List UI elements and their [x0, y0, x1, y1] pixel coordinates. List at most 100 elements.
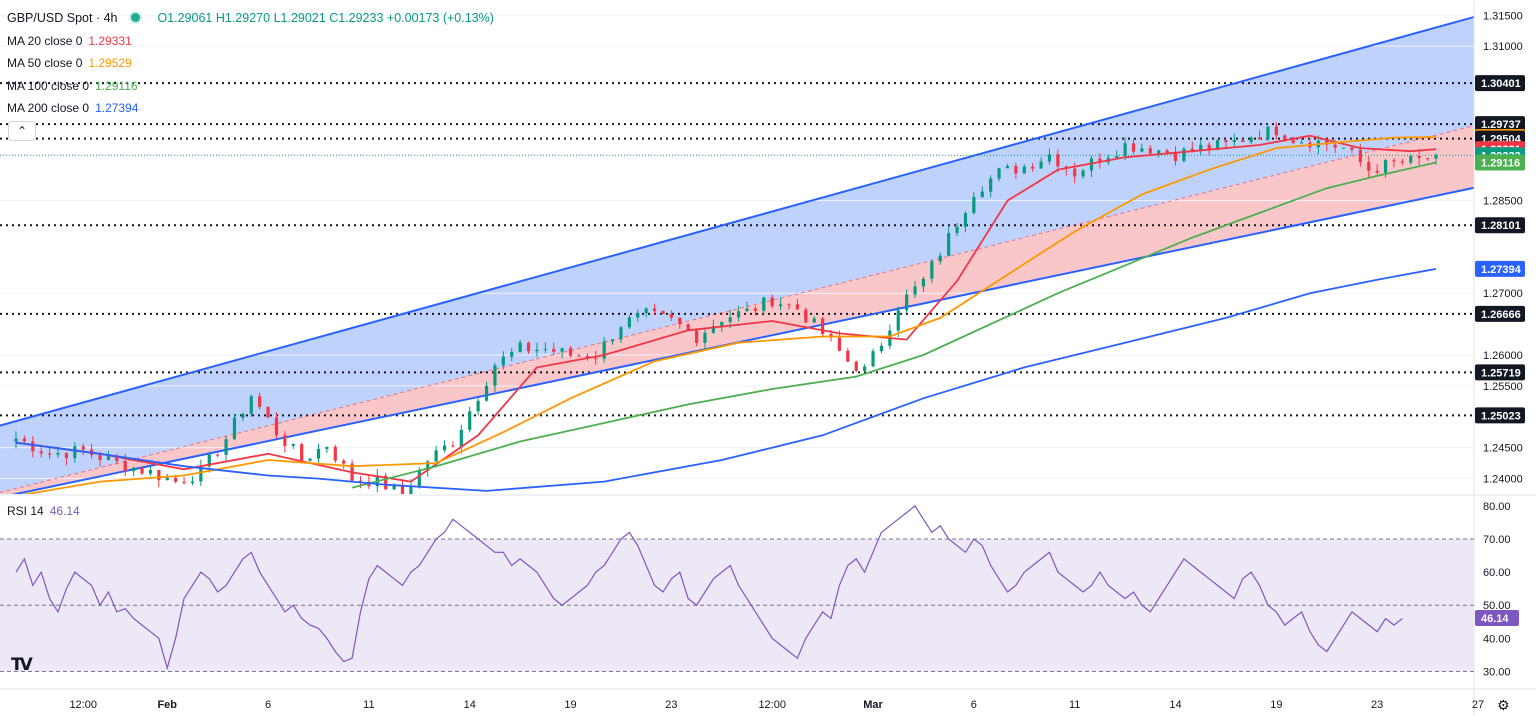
candle-body: [1392, 160, 1396, 162]
candle-body: [720, 321, 724, 327]
candle-body: [1190, 148, 1194, 151]
candle-body: [652, 308, 657, 312]
candle-body: [980, 191, 984, 197]
indicator-label: MA 20 close 0: [7, 34, 83, 48]
tradingview-logo[interactable]: TV: [11, 655, 33, 675]
candle-body: [1098, 158, 1102, 163]
rsi-tick-label: 30.00: [1483, 666, 1511, 678]
ma-line-ma50: [21, 136, 1437, 494]
time-tick-label: 23: [665, 699, 677, 711]
candle-body: [434, 450, 438, 462]
candle-body: [947, 233, 951, 256]
indicator-ma100[interactable]: MA 100 close 0 1.29116: [7, 79, 138, 93]
collapse-legend-button[interactable]: ⌃: [8, 121, 36, 141]
ohlc-change: +0.00173 (+0.13%): [386, 11, 494, 25]
indicator-rsi[interactable]: RSI 14 46.14: [7, 504, 80, 518]
candle-body: [1131, 143, 1136, 152]
candle-body: [232, 417, 237, 440]
price-tag-label: 1.29116: [1481, 158, 1520, 170]
candle-body: [1047, 154, 1052, 162]
candle-body: [358, 480, 363, 482]
candle-body: [174, 477, 178, 482]
indicator-ma200[interactable]: MA 200 close 0 1.27394: [7, 101, 138, 115]
candle-body: [1014, 166, 1018, 174]
candle-body: [1165, 150, 1169, 154]
price-tag-label: 1.25023: [1481, 410, 1521, 422]
candle-body: [426, 461, 430, 470]
candle-body: [1434, 155, 1438, 159]
price-tag-label: 1.25719: [1481, 367, 1521, 379]
candle-body: [1400, 161, 1404, 163]
candle-body: [22, 438, 27, 442]
time-tick-label: Feb: [157, 699, 177, 711]
candle-body: [787, 304, 791, 306]
candle-body: [291, 444, 295, 446]
gear-icon[interactable]: ⚙: [1497, 697, 1510, 713]
candle-body: [1358, 149, 1362, 163]
candle-body: [1081, 170, 1085, 177]
indicator-label: MA 50 close 0: [7, 56, 83, 70]
candle-body: [207, 454, 211, 467]
ohlc-high: H1.29270: [215, 11, 271, 25]
indicator-ma50[interactable]: MA 50 close 0 1.29529: [7, 56, 132, 70]
candle-body: [98, 455, 102, 460]
candle-body: [938, 255, 942, 262]
candle-body: [476, 400, 480, 412]
time-tick-label: 19: [564, 699, 576, 711]
candle-body: [837, 337, 842, 351]
candle-body: [451, 445, 455, 447]
time-tick-label: 14: [1169, 699, 1181, 711]
indicator-ma20[interactable]: MA 20 close 0 1.29331: [7, 34, 132, 48]
candle-body: [913, 286, 917, 295]
candle-body: [468, 411, 472, 430]
candle-body: [526, 342, 531, 352]
interval-label[interactable]: 4h: [103, 11, 118, 25]
price-tick-label: 1.25500: [1483, 381, 1523, 393]
candle-body: [1215, 140, 1220, 150]
price-tag: [1475, 364, 1525, 381]
candle-body: [1257, 137, 1262, 140]
ohlc-low: L1.29021: [273, 11, 326, 25]
ma-line-ma100: [351, 161, 1437, 489]
channel-upper-line: [0, 15, 1474, 427]
rsi-tick-label: 70.00: [1483, 534, 1511, 546]
candle-body: [1266, 126, 1270, 140]
market-open-dot-icon: [130, 13, 140, 22]
symbol-name[interactable]: GBP/USD Spot: [7, 11, 93, 25]
time-tick-label: 12:00: [758, 699, 786, 711]
candle-body: [669, 314, 673, 318]
candle-body: [417, 469, 421, 487]
price-tick-label: 1.24500: [1483, 443, 1523, 455]
candle-body: [846, 350, 850, 362]
candle-body: [1173, 153, 1178, 161]
candle-body: [1417, 155, 1421, 159]
rsi-tick-label: 60.00: [1483, 567, 1511, 579]
time-tick-label: 12:00: [69, 699, 97, 711]
time-tick-label: 11: [363, 699, 374, 711]
candle-body: [258, 396, 262, 407]
candle-body: [1073, 168, 1077, 177]
rsi-line: [15, 505, 1403, 671]
price-tick-label: 1.26000: [1483, 350, 1523, 362]
candle-body: [1182, 148, 1186, 161]
rsi-tick-label: 80.00: [1483, 501, 1511, 513]
rsi-current-label: 46.14: [1481, 613, 1509, 625]
candle-body: [224, 439, 228, 455]
candle-body: [1283, 135, 1287, 141]
candle-body: [694, 330, 699, 343]
ma-line-ma20: [15, 134, 1437, 483]
price-tag: [1475, 116, 1525, 133]
price-tick-label: 1.27000: [1483, 288, 1523, 300]
candle-body: [249, 396, 253, 414]
candle-body: [1089, 158, 1094, 171]
candle-body: [1350, 147, 1354, 150]
candle-body: [106, 456, 111, 460]
candle-body: [711, 326, 715, 333]
candle-body: [955, 226, 959, 234]
candle-body: [1039, 161, 1043, 169]
channel-lower-fill: [0, 125, 1474, 494]
candle-body: [64, 452, 69, 459]
candle-body: [442, 445, 447, 451]
